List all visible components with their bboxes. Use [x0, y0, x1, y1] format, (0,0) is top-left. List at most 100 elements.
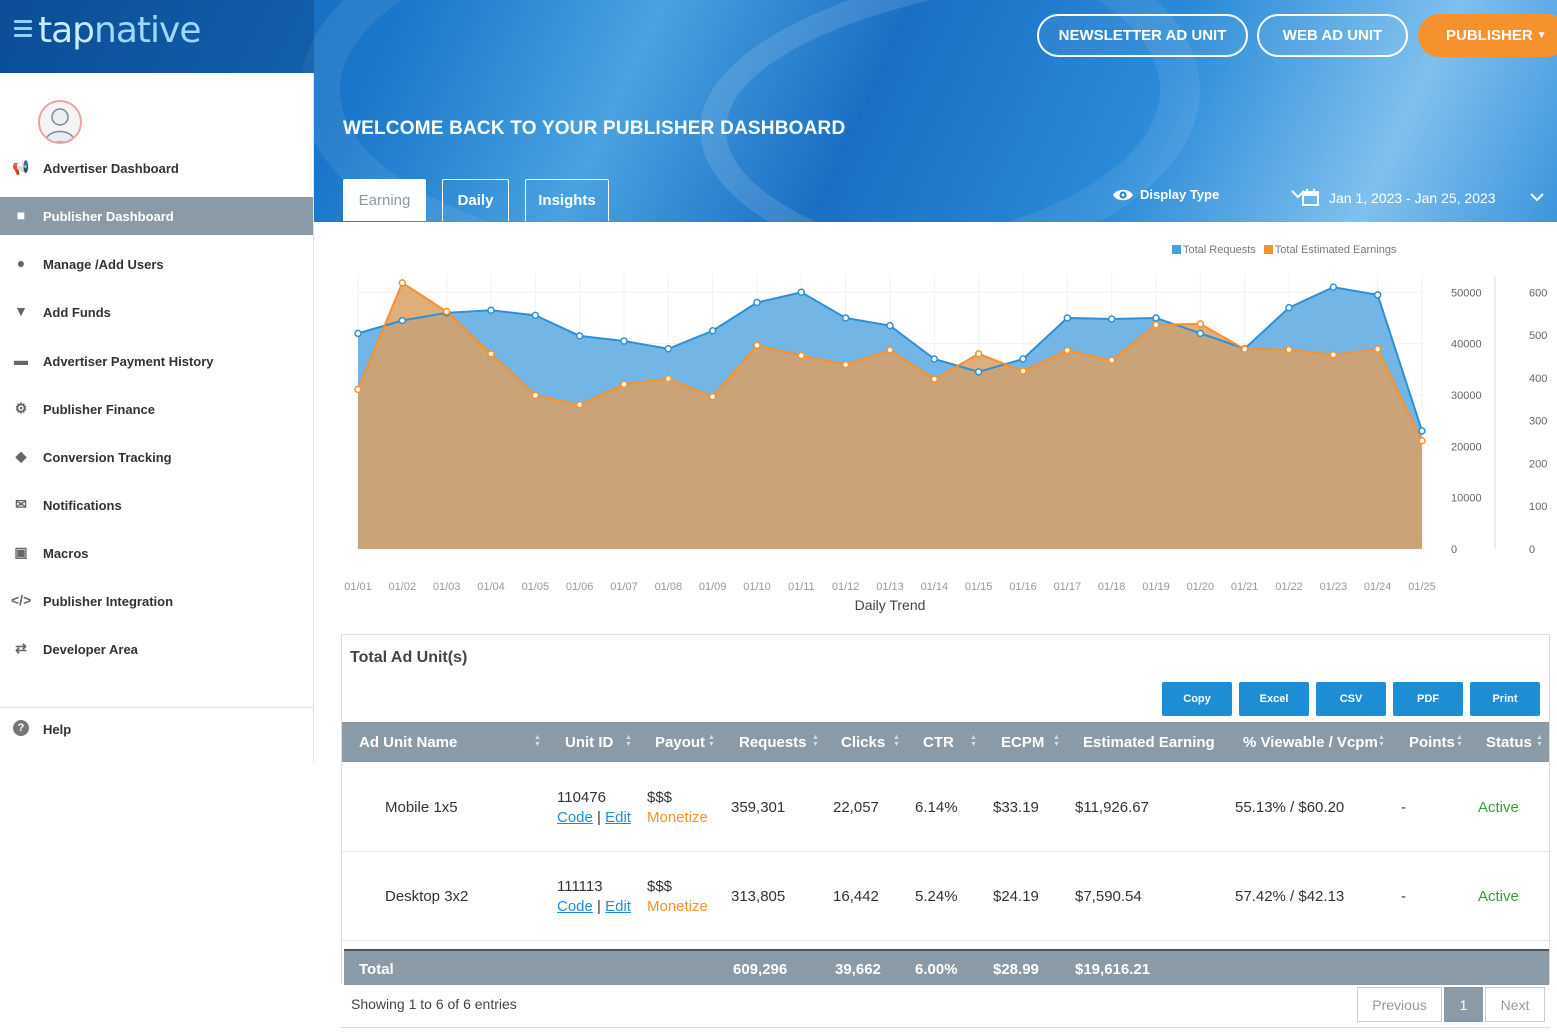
data-point-total-estimated-earnings[interactable] — [1240, 345, 1249, 353]
edit-link[interactable]: Edit — [605, 809, 631, 826]
csv-button[interactable]: CSV — [1316, 682, 1386, 716]
data-point-total-requests[interactable] — [1418, 427, 1426, 435]
next-page-button[interactable]: Next — [1485, 987, 1545, 1022]
web-ad-unit-button[interactable]: WEB AD UNIT — [1257, 14, 1408, 57]
column-header-viewable-vcpm[interactable]: % Viewable / Vcpm — [1243, 733, 1378, 751]
avatar[interactable] — [38, 100, 82, 144]
sort-icon[interactable]: ▲ ▼ — [1378, 734, 1385, 748]
data-point-total-requests[interactable] — [974, 368, 983, 376]
hamburger-menu-icon[interactable] — [14, 20, 32, 41]
data-point-total-requests[interactable] — [1329, 283, 1338, 291]
data-point-total-estimated-earnings[interactable] — [1418, 436, 1426, 445]
sidebar-item-advertiser-payment-history[interactable]: ▬ Advertiser Payment History — [0, 342, 313, 380]
data-point-total-estimated-earnings[interactable] — [1107, 356, 1116, 365]
data-point-total-requests[interactable] — [620, 337, 628, 345]
edit-link[interactable]: Edit — [605, 898, 631, 915]
legend-total-estimated-earnings[interactable]: Total Estimated Earnings — [1263, 244, 1396, 256]
column-header-clicks[interactable]: Clicks — [841, 733, 886, 751]
data-point-total-requests[interactable] — [930, 355, 939, 363]
data-point-total-estimated-earnings[interactable] — [930, 375, 939, 383]
data-point-total-requests[interactable] — [354, 329, 362, 338]
data-point-total-estimated-earnings[interactable] — [620, 380, 628, 389]
sidebar-item-publisher-dashboard[interactable]: ■ Publisher Dashboard — [0, 197, 313, 235]
data-point-total-estimated-earnings[interactable] — [575, 401, 584, 409]
data-point-total-requests[interactable] — [398, 316, 407, 325]
data-point-total-estimated-earnings[interactable] — [1329, 350, 1338, 359]
data-point-total-estimated-earnings[interactable] — [797, 351, 806, 360]
legend-total-requests[interactable]: Total Requests — [1172, 244, 1256, 256]
sort-icon[interactable]: ▲ ▼ — [534, 734, 541, 748]
newsletter-ad-unit-button[interactable]: NEWSLETTER AD UNIT — [1037, 14, 1248, 57]
tapnative-logo[interactable]: tapnative — [38, 10, 201, 51]
display-type-dropdown[interactable]: Display Type — [1112, 187, 1305, 202]
data-point-total-estimated-earnings[interactable] — [1373, 345, 1382, 353]
column-header-requests[interactable]: Requests — [739, 733, 807, 751]
sort-icon[interactable]: ▲ ▼ — [893, 734, 900, 748]
monetize-link[interactable]: Monetize — [647, 898, 708, 915]
data-point-total-requests[interactable] — [841, 314, 850, 322]
sidebar-item-advertiser-dashboard[interactable]: 📢 Advertiser Dashboard — [0, 149, 313, 187]
date-range-picker[interactable]: Jan 1, 2023 - Jan 25, 2023 — [1302, 189, 1544, 206]
data-point-total-requests[interactable] — [487, 306, 495, 314]
sort-icon[interactable]: ▲ ▼ — [1053, 734, 1060, 748]
column-header-ad-unit-name[interactable]: Ad Unit Name — [359, 733, 458, 751]
pdf-button[interactable]: PDF — [1393, 682, 1463, 716]
monetize-link[interactable]: Monetize — [647, 809, 708, 826]
print-button[interactable]: Print — [1470, 682, 1540, 716]
data-point-total-estimated-earnings[interactable] — [1196, 320, 1205, 328]
code-link[interactable]: Code — [557, 809, 593, 826]
data-point-total-requests[interactable] — [664, 345, 673, 353]
data-point-total-estimated-earnings[interactable] — [1019, 367, 1027, 375]
sort-icon[interactable]: ▲ ▼ — [1456, 734, 1463, 748]
data-point-total-requests[interactable] — [1285, 303, 1293, 312]
sidebar-item-manage-add-users[interactable]: ● Manage /Add Users — [0, 245, 313, 283]
copy-button[interactable]: Copy — [1162, 682, 1232, 716]
data-point-total-requests[interactable] — [1196, 329, 1205, 338]
previous-page-button[interactable]: Previous — [1357, 987, 1442, 1022]
tab-daily[interactable]: Daily — [442, 179, 509, 221]
data-point-total-estimated-earnings[interactable] — [398, 279, 407, 287]
sort-icon[interactable]: ▲ ▼ — [1536, 734, 1543, 748]
sidebar-item-publisher-integration[interactable]: </> Publisher Integration — [0, 582, 313, 620]
data-point-total-requests[interactable] — [797, 288, 806, 297]
column-header-status[interactable]: Status — [1486, 733, 1532, 751]
sidebar-item-developer-area[interactable]: ⇄ Developer Area — [0, 630, 313, 668]
data-point-total-estimated-earnings[interactable] — [886, 346, 894, 354]
column-header-estimated-earning[interactable]: Estimated Earning — [1083, 733, 1215, 751]
data-point-total-requests[interactable] — [886, 321, 894, 330]
data-point-total-estimated-earnings[interactable] — [664, 374, 673, 383]
column-header-points[interactable]: Points — [1409, 733, 1455, 751]
data-point-total-estimated-earnings[interactable] — [841, 360, 850, 369]
excel-button[interactable]: Excel — [1239, 682, 1309, 716]
sidebar-item-publisher-finance[interactable]: ⚙ Publisher Finance — [0, 390, 313, 428]
sidebar-item-notifications[interactable]: ✉ Notifications — [0, 486, 313, 524]
data-point-total-requests[interactable] — [531, 311, 540, 320]
sort-icon[interactable]: ▲ ▼ — [812, 734, 819, 748]
data-point-total-requests[interactable] — [1107, 315, 1116, 323]
data-point-total-estimated-earnings[interactable] — [487, 350, 495, 358]
column-header-unit-id[interactable]: Unit ID — [565, 733, 614, 751]
sidebar-item-add-funds[interactable]: ▼ Add Funds — [0, 293, 313, 331]
data-point-total-estimated-earnings[interactable] — [531, 391, 540, 400]
sort-icon[interactable]: ▲ ▼ — [970, 734, 977, 748]
column-header-ecpm[interactable]: ECPM — [1001, 733, 1045, 751]
data-point-total-requests[interactable] — [1373, 291, 1382, 299]
sort-icon[interactable]: ▲ ▼ — [708, 734, 715, 748]
data-point-total-requests[interactable] — [708, 327, 717, 335]
sidebar-item-conversion-tracking[interactable]: ◆ Conversion Tracking — [0, 438, 313, 476]
data-point-total-requests[interactable] — [753, 298, 761, 307]
tab-earning[interactable]: Earning — [343, 179, 426, 221]
sidebar-item-help[interactable]: ? Help — [0, 710, 313, 748]
data-point-total-estimated-earnings[interactable] — [1063, 346, 1072, 355]
data-point-total-estimated-earnings[interactable] — [354, 385, 362, 394]
data-point-total-requests[interactable] — [1152, 314, 1160, 322]
page-1-button[interactable]: 1 — [1444, 987, 1483, 1022]
column-header-payout[interactable]: Payout — [655, 733, 706, 751]
data-point-total-estimated-earnings[interactable] — [442, 307, 451, 316]
publisher-menu-button[interactable]: PUBLISHER ▼ — [1418, 14, 1557, 57]
data-point-total-estimated-earnings[interactable] — [1285, 345, 1293, 354]
code-link[interactable]: Code — [557, 898, 593, 915]
data-point-total-requests[interactable] — [1019, 355, 1027, 363]
sidebar-item-macros[interactable]: ▣ Macros — [0, 534, 313, 572]
data-point-total-estimated-earnings[interactable] — [753, 341, 761, 350]
